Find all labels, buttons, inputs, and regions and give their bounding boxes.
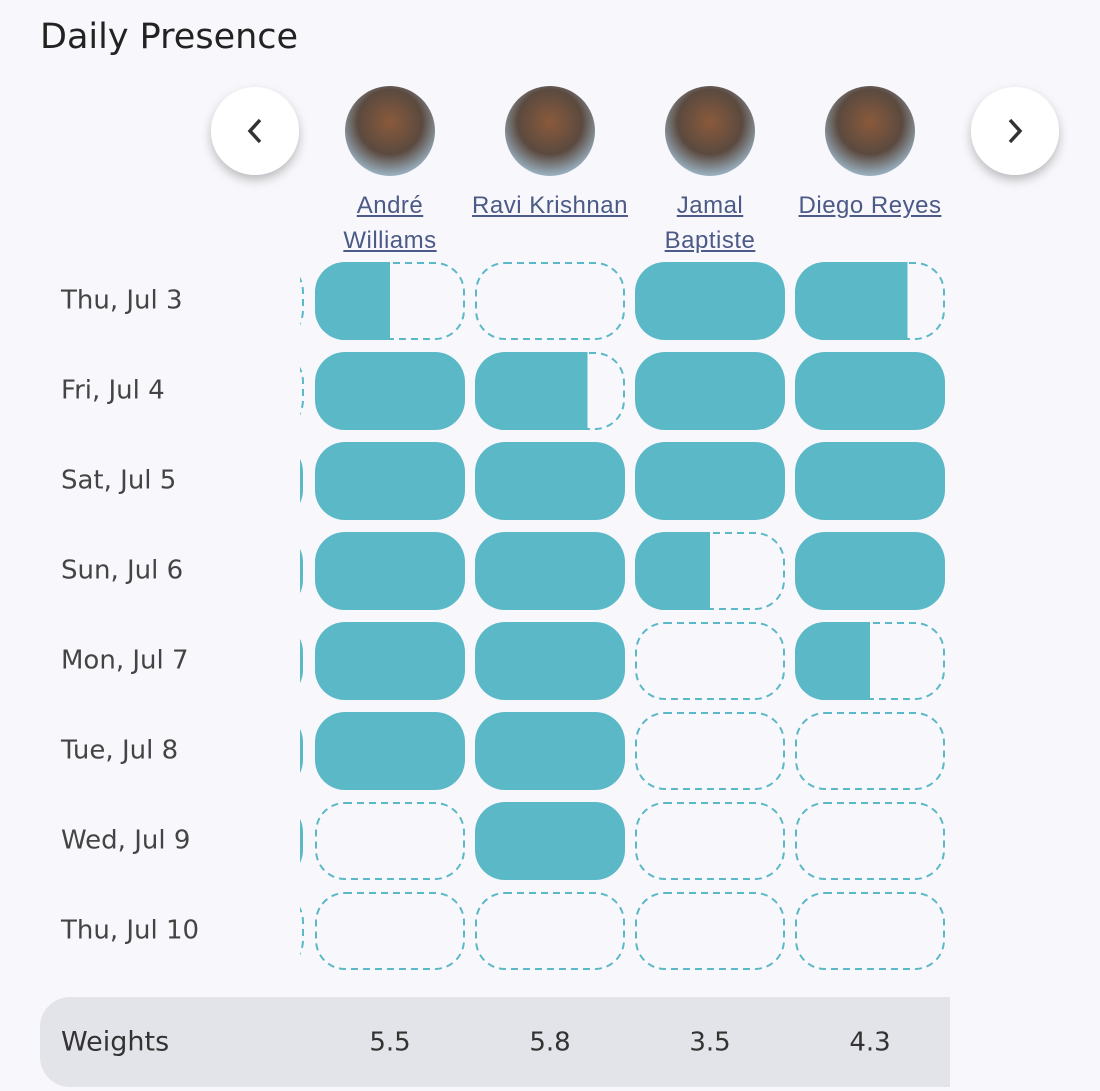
day-label: Thu, Jul 10	[60, 916, 199, 946]
presence-fill	[475, 802, 625, 880]
person-name[interactable]: André Williams	[343, 192, 437, 254]
sliver-cell	[300, 906, 304, 956]
weight-value: 5.5	[369, 1028, 410, 1058]
presence-fill	[475, 352, 588, 430]
sliver-cell	[300, 638, 303, 684]
cell-outline	[795, 802, 945, 880]
prev-icon[interactable]	[247, 118, 262, 144]
cell-outline	[475, 892, 625, 970]
day-label: Wed, Jul 9	[61, 826, 190, 856]
sliver-cell	[300, 276, 304, 326]
presence-fill	[475, 622, 625, 700]
presence-fill	[475, 532, 625, 610]
day-label: Tue, Jul 8	[60, 736, 178, 766]
cell-outline	[315, 802, 465, 880]
day-label: Fri, Jul 4	[61, 376, 165, 406]
person-name[interactable]: Diego Reyes	[798, 192, 942, 219]
presence-fill	[795, 532, 945, 610]
cell-outline	[475, 262, 625, 340]
presence-fill	[475, 712, 625, 790]
presence-fill	[315, 352, 465, 430]
person-name[interactable]: Jamal Baptiste	[664, 192, 756, 254]
sliver-cell	[300, 366, 304, 416]
presence-fill	[795, 262, 908, 340]
presence-fill	[635, 442, 785, 520]
presence-fill	[635, 352, 785, 430]
prev-button[interactable]	[211, 87, 299, 175]
sliver-cell	[300, 728, 303, 774]
cell-outline	[315, 892, 465, 970]
sliver-cell	[300, 818, 303, 864]
presence-fill	[795, 352, 945, 430]
next-button[interactable]	[971, 87, 1059, 175]
weight-value: 3.5	[689, 1028, 730, 1058]
weight-value: 5.8	[529, 1028, 570, 1058]
avatar	[345, 86, 435, 176]
cell-outline	[795, 712, 945, 790]
sliver-cell	[300, 458, 303, 504]
presence-fill	[315, 262, 390, 340]
title: Daily Presence	[40, 17, 298, 57]
person-name[interactable]: Ravi Krishnan	[472, 192, 628, 219]
day-label: Sun, Jul 6	[61, 556, 183, 586]
presence-fill	[315, 622, 465, 700]
weights-label: Weights	[61, 1027, 169, 1058]
weights-bar	[40, 997, 950, 1087]
avatar	[505, 86, 595, 176]
presence-fill	[315, 532, 465, 610]
next-icon[interactable]	[1008, 118, 1023, 144]
presence-fill	[315, 442, 465, 520]
day-label: Mon, Jul 7	[61, 646, 189, 676]
day-label: Sat, Jul 5	[61, 466, 176, 496]
day-label: Thu, Jul 3	[60, 286, 183, 316]
presence-fill	[795, 622, 870, 700]
prev-button-bg[interactable]	[211, 87, 299, 175]
cell-outline	[635, 622, 785, 700]
next-button-bg[interactable]	[971, 87, 1059, 175]
sliver-cell	[300, 548, 303, 594]
presence-fill	[635, 262, 785, 340]
avatar	[825, 86, 915, 176]
presence-fill	[475, 442, 625, 520]
cell-outline	[635, 712, 785, 790]
cell-outline	[795, 892, 945, 970]
cell-outline	[635, 892, 785, 970]
avatar	[665, 86, 755, 176]
presence-fill	[635, 532, 710, 610]
previous-column-sliver	[300, 276, 304, 956]
cell-outline	[635, 802, 785, 880]
weight-value: 4.3	[849, 1028, 890, 1058]
presence-fill	[795, 442, 945, 520]
presence-fill	[315, 712, 465, 790]
